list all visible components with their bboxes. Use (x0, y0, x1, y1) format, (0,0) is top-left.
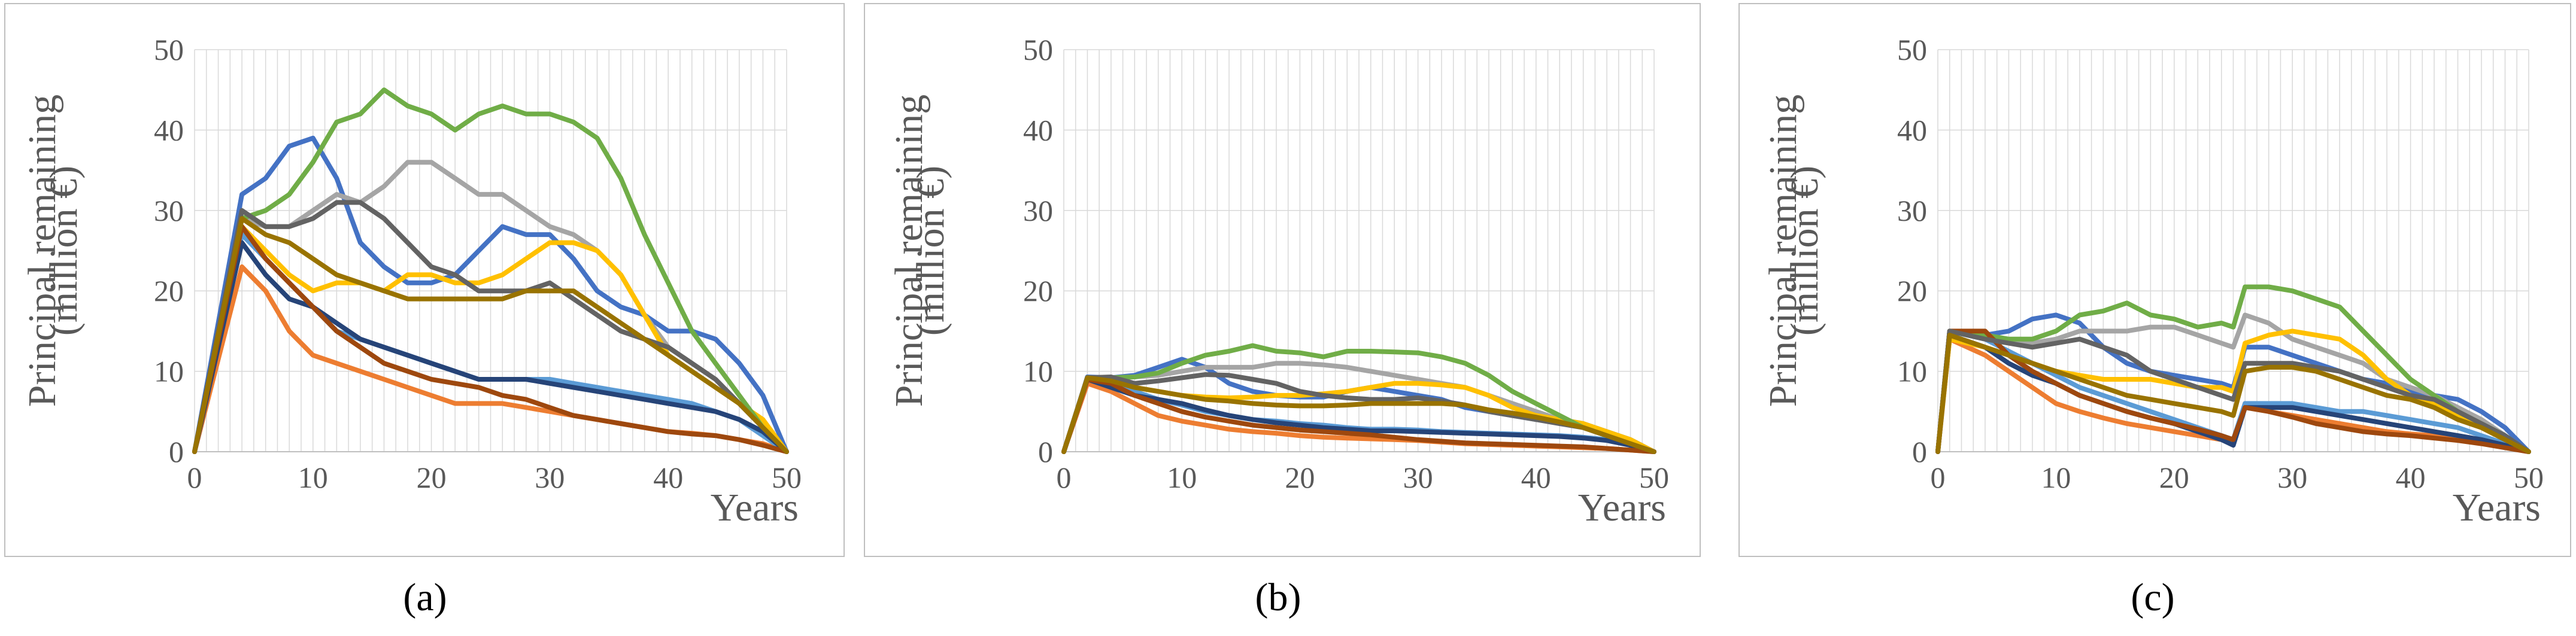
x-tick-label: 0 (1931, 461, 1946, 494)
y-tick-label: 10 (154, 355, 184, 388)
panel-caption: (b) (1255, 576, 1301, 619)
y-axis-title-line: (million €) (42, 166, 86, 336)
y-tick-label: 20 (154, 274, 184, 308)
y-axis-title-line: Principal remaining (887, 95, 931, 407)
x-tick-label: 20 (417, 461, 447, 494)
series-line-10 (1061, 375, 1656, 454)
series-line-8 (1935, 328, 2531, 454)
x-tick-label: 20 (2159, 461, 2189, 494)
panel-caption: (a) (403, 576, 447, 619)
series-group (1061, 343, 1656, 454)
y-tick-label: 0 (1912, 435, 1927, 468)
series-line-8 (192, 224, 789, 454)
chart-frame (4, 3, 845, 557)
x-tick-label: 50 (1639, 461, 1669, 494)
x-tick-label: 10 (1167, 461, 1197, 494)
y-tick-label: 40 (154, 113, 184, 147)
series-line-10 (1935, 333, 2531, 454)
y-tick-label: 20 (1897, 274, 1927, 308)
series-line-9 (1935, 328, 2531, 454)
y-tick-label: 40 (1897, 113, 1927, 147)
y-tick-label: 50 (1023, 33, 1053, 66)
y-axis-title-line: (million €) (1783, 166, 1826, 336)
series-group (192, 87, 789, 454)
x-tick-label: 50 (772, 461, 802, 494)
x-axis-title: Years (2453, 486, 2541, 530)
y-tick-label: 10 (1897, 355, 1927, 388)
y-tick-label: 50 (1897, 33, 1927, 66)
x-tick-label: 30 (535, 461, 565, 494)
x-tick-label: 50 (2514, 461, 2544, 494)
x-tick-label: 30 (1403, 461, 1433, 494)
y-tick-label: 50 (154, 33, 184, 66)
y-tick-label: 0 (1038, 435, 1053, 468)
x-tick-label: 40 (1521, 461, 1551, 494)
y-tick-label: 30 (154, 194, 184, 227)
x-tick-label: 10 (298, 461, 328, 494)
x-tick-label: 40 (2396, 461, 2426, 494)
chart-frame (864, 3, 1701, 557)
x-tick-label: 40 (653, 461, 683, 494)
x-axis-title: Years (1578, 486, 1666, 530)
y-tick-label: 40 (1023, 113, 1053, 147)
y-tick-label: 30 (1023, 194, 1053, 227)
series-line-6 (1061, 343, 1656, 454)
y-axis-title-line: (million €) (909, 166, 952, 336)
y-tick-label: 30 (1897, 194, 1927, 227)
panel-caption: (c) (2131, 576, 2174, 619)
gridlines (1063, 49, 1655, 452)
y-tick-label: 10 (1023, 355, 1053, 388)
y-tick-label: 0 (169, 435, 184, 468)
x-tick-label: 30 (2277, 461, 2307, 494)
y-axis-title-line: Principal remaining (1761, 95, 1805, 407)
series-line-9 (192, 200, 789, 454)
series-line-7 (1061, 377, 1656, 454)
y-axis-title-line: Principal remaining (20, 95, 64, 407)
y-tick-label: 20 (1023, 274, 1053, 308)
x-axis-title: Years (711, 486, 799, 530)
x-tick-label: 0 (187, 461, 202, 494)
series-line-8 (1061, 377, 1656, 454)
x-tick-label: 20 (1285, 461, 1315, 494)
series-line-6 (192, 87, 789, 454)
x-tick-label: 0 (1057, 461, 1072, 494)
series-group (1935, 284, 2531, 454)
chart-frame (1738, 3, 2571, 557)
series-line-6 (1935, 284, 2531, 454)
series-line-10 (192, 216, 789, 454)
x-tick-label: 10 (2041, 461, 2071, 494)
